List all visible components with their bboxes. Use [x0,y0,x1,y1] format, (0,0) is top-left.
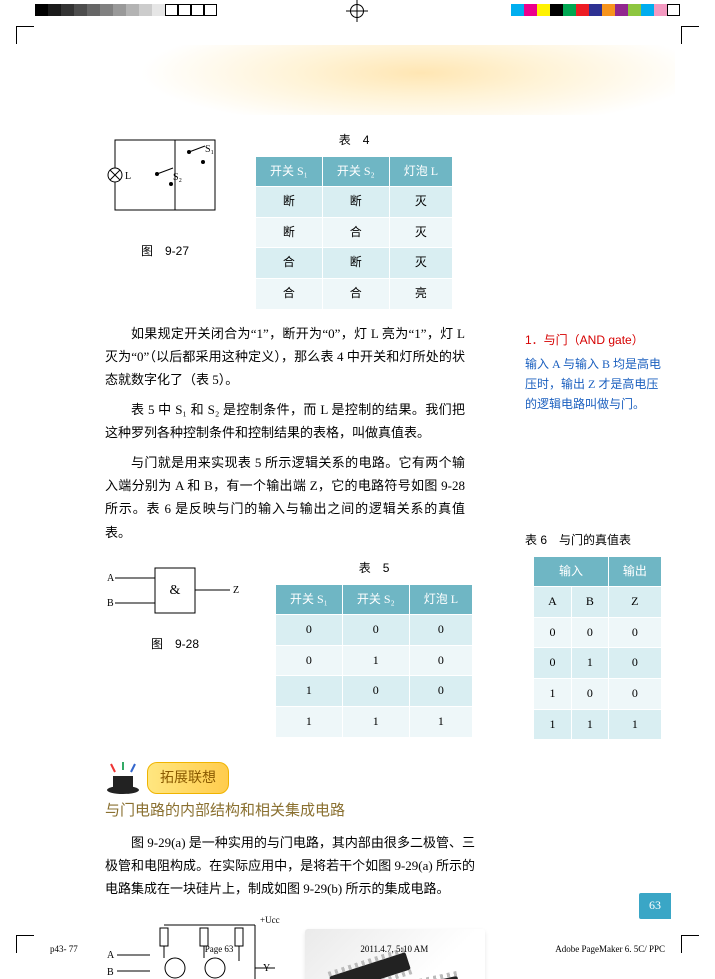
svg-text:+Ucc: +Ucc [260,915,280,925]
sidebar-note: 1．与门（AND gate） 输入 A 与输入 B 均是高电压时，输出 Z 才是… [525,330,670,415]
cell: 0 [276,645,343,676]
cell: 1 [409,707,472,738]
cell: 灭 [389,217,452,248]
cell: 0 [342,615,409,646]
col-header: 灯泡 L [389,156,452,187]
table-4: 表 4 开关 S₁开关 S₂灯泡 L断断灭断合灭合断灭合合亮 [255,130,453,310]
cell: 断 [322,248,389,279]
footer-page: Page 63 [205,941,234,957]
cell: 断 [256,217,323,248]
cell: 0 [409,645,472,676]
footer: p43- 77 Page 63 2011.4.7, 5:10 AM Adobe … [50,941,665,957]
cell: 1 [342,707,409,738]
cell: 断 [322,187,389,218]
cell: 0 [409,676,472,707]
table-5: 表 5 开关 S₁开关 S₂灯泡 L000010100111 [275,558,473,738]
cell: 合 [322,278,389,309]
table6-title: 表 6 与门的真值表 [525,530,670,552]
cell: 1 [276,707,343,738]
cell: 亮 [389,278,452,309]
label-z: Z [233,585,239,596]
table5-title: 表 5 [275,558,473,580]
header-gradient [40,45,675,115]
paragraph: 图 9-29(a) 是一种实用的与门电路，其内部由很多二极管、三极管和电阻构成。… [105,831,475,901]
gate-symbol: & [170,583,181,598]
footer-time: 2011.4.7, 5:10 AM [360,941,428,957]
col-header: 开关 S₂ [322,156,389,187]
figure-9-27: S₁ S₂ L 图 9-27 [105,130,225,263]
caption-9-27: 图 9-27 [105,241,225,263]
footer-app: Adobe PageMaker 6. 5C/ PPC [555,941,665,957]
page-number: 63 [639,893,671,919]
color-bar-right [511,4,680,16]
expand-badge: 拓展联想 [147,762,229,793]
cell: 断 [256,187,323,218]
cell: 灭 [389,248,452,279]
label-a: A [107,573,115,584]
caption-9-28: 图 9-28 [105,634,245,656]
cell: 0 [276,615,343,646]
cell: 合 [322,217,389,248]
paragraph: 表 5 中 S₁ 和 S₂ 是控制条件，而 L 是控制的结果。我们把这种罗列各种… [105,398,465,445]
paragraph: 如果规定开关闭合为“1”，断开为“0”，灯 L 亮为“1”，灯 L 灭为“0”（… [105,322,465,392]
table-6: 表 6 与门的真值表 输入输出ABZ000010100111 [525,530,670,740]
crop-mark [681,26,699,44]
footer-left: p43- 77 [50,941,78,957]
paragraph: 与门就是用来实现表 5 所示逻辑关系的电路。它有两个输入端分别为 A 和 B，有… [105,451,465,545]
cell: 1 [276,676,343,707]
col-header: 开关 S₂ [342,584,409,615]
table4-title: 表 4 [255,130,453,152]
crop-mark [16,935,34,953]
cell: 0 [342,676,409,707]
label-l: L [125,171,131,182]
label-b: B [107,598,114,609]
col-header: 灯泡 L [409,584,472,615]
magic-hat-icon [105,760,141,794]
crop-mark [681,935,699,953]
label-s1: S₁ [205,144,214,155]
color-bar-left [35,4,217,16]
svg-text:B: B [107,967,114,978]
cell: 1 [342,645,409,676]
page: S₁ S₂ L 图 9-27 表 4 开关 S₁开关 S₂灯泡 L断断灭断合灭合… [0,0,715,979]
figure-9-28: & A B Z 图 9-28 [105,558,245,656]
cell: 灭 [389,187,452,218]
col-header: 开关 S₁ [256,156,323,187]
cell: 0 [409,615,472,646]
cell: 合 [256,278,323,309]
expand-subheading: 与门电路的内部结构和相关集成电路 [105,798,630,825]
label-s2: S₂ [173,172,182,183]
sidebar-title: 1．与门（AND gate） [525,330,670,352]
crop-mark [16,26,34,44]
cell: 合 [256,248,323,279]
col-header: 开关 S₁ [276,584,343,615]
registration-mark-top [350,4,364,18]
sidebar-body: 输入 A 与输入 B 均是高电压时，输出 Z 才是高电压的逻辑电路叫做与门。 [525,354,670,415]
